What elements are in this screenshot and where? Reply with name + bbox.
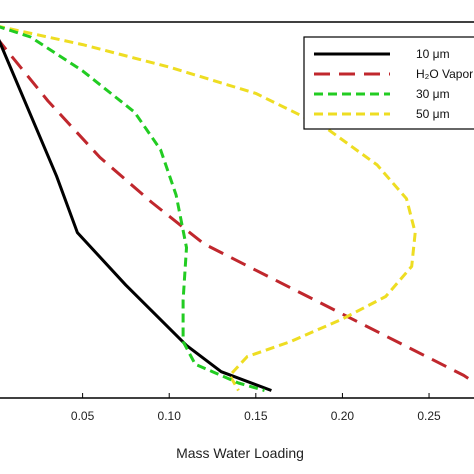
legend-label: 30 μm — [416, 87, 450, 101]
axes — [0, 21, 474, 399]
legend: 10 μm H₂O Vapor 30 μm 50 μm — [303, 36, 474, 130]
x-axis-title: Mass Water Loading — [176, 445, 304, 461]
x-ticks: 0.05 0.10 0.15 0.20 0.25 — [71, 393, 441, 423]
legend-label: 50 μm — [416, 107, 450, 121]
x-tick-label: 0.15 — [244, 409, 268, 423]
x-tick-label: 0.20 — [331, 409, 355, 423]
series-line — [0, 39, 474, 384]
legend-label: 10 μm — [416, 47, 450, 61]
plot-frame — [0, 21, 474, 399]
x-tick-label: 0.10 — [158, 409, 182, 423]
series-line — [0, 25, 265, 392]
legend-label: H₂O Vapor — [416, 67, 473, 81]
plot-area — [0, 25, 474, 392]
x-tick-label: 0.25 — [417, 409, 441, 423]
x-tick-label: 0.05 — [71, 409, 95, 423]
series-line — [0, 38, 272, 392]
